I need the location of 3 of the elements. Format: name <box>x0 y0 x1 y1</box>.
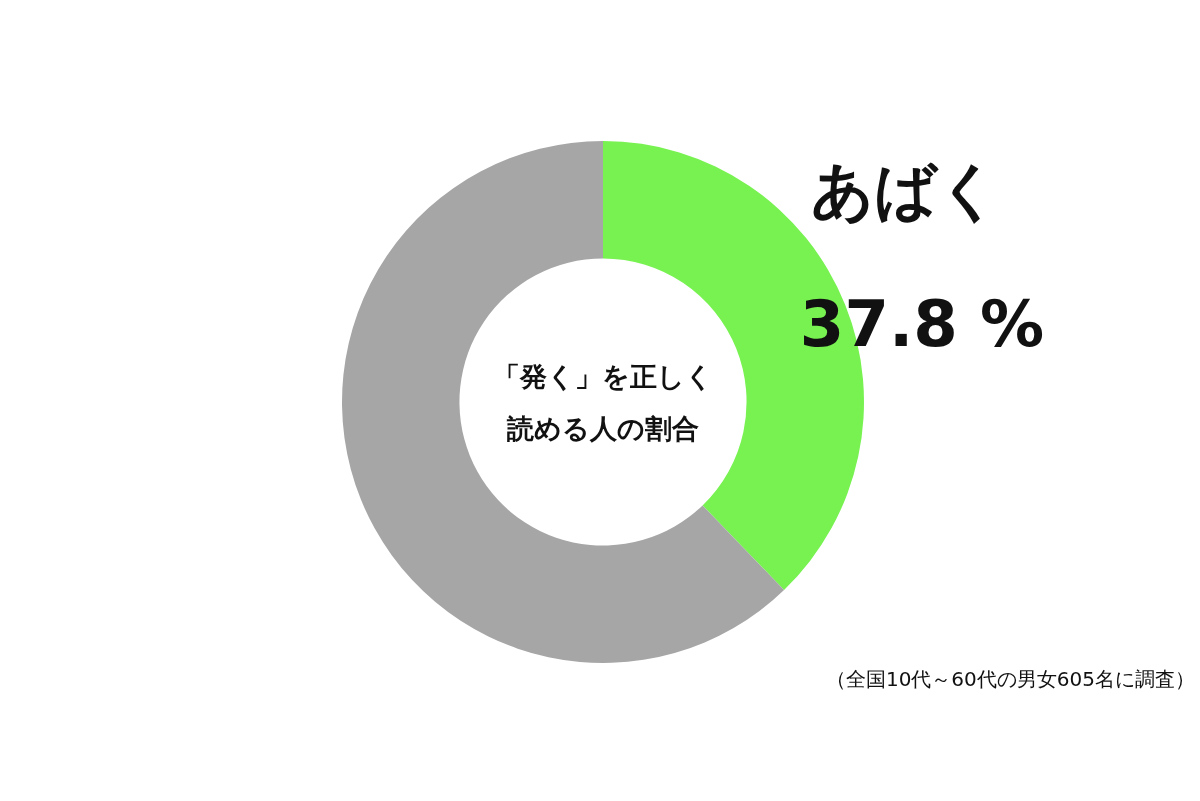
text: （全国10代～60代の男女605名に調査） <box>825 667 1195 691</box>
slice-label: あばく <box>810 154 1000 227</box>
text: 「発く」を正しく読める人の割合 <box>493 361 713 444</box>
